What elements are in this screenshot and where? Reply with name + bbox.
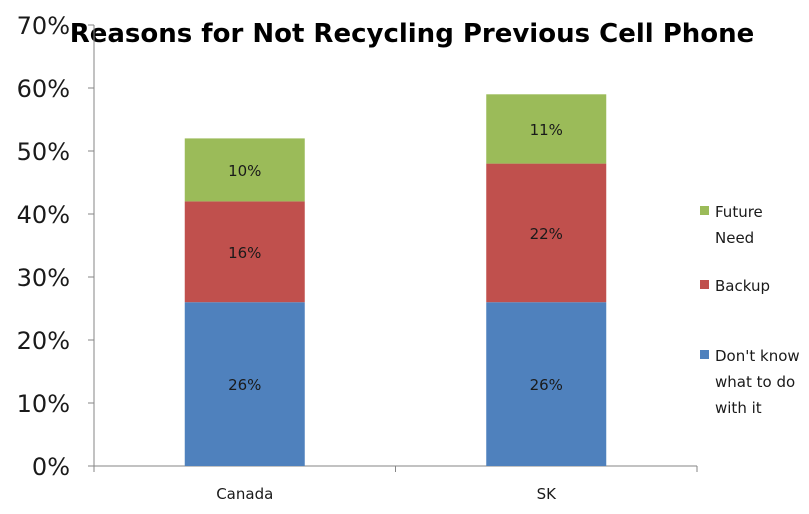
data-label: 11% xyxy=(530,121,563,139)
data-label: 22% xyxy=(530,225,563,243)
bar-segment xyxy=(184,302,305,466)
legend-label: Don't know xyxy=(715,347,800,365)
y-tick-label: 0% xyxy=(32,453,70,481)
x-tick-label: Canada xyxy=(216,485,273,503)
bar-segment xyxy=(486,94,607,164)
data-label: 10% xyxy=(228,162,261,180)
data-label: 16% xyxy=(228,244,261,262)
bar-segment xyxy=(184,138,305,202)
legend-swatch xyxy=(700,280,709,289)
x-axis: Canada SK xyxy=(93,465,698,503)
y-tick-label: 70% xyxy=(17,12,70,40)
legend: Future Need Backup Don't know what to do with… xyxy=(700,203,800,417)
y-tick-label: 60% xyxy=(17,75,70,103)
legend-label: Backup xyxy=(715,277,770,295)
legend-label: Future xyxy=(715,203,763,221)
y-tick-label: 10% xyxy=(17,390,70,418)
y-tick-label: 20% xyxy=(17,327,70,355)
bar-segment xyxy=(184,201,305,303)
data-label: 26% xyxy=(228,376,261,394)
data-label: 26% xyxy=(530,376,563,394)
bar-segment xyxy=(486,302,607,466)
y-tick-label: 30% xyxy=(17,264,70,292)
legend-swatch xyxy=(700,350,709,359)
chart-title: Reasons for Not Recycling Previous Cell … xyxy=(70,19,755,49)
legend-label: what to do xyxy=(715,373,795,391)
legend-label: Need xyxy=(715,229,754,247)
legend-swatch xyxy=(700,206,709,215)
bars: 26% 16% 10% 26% 22% 11% xyxy=(184,94,607,466)
y-axis: 0% 10% 20% 30% 40% 50% 60% 70% xyxy=(17,12,95,481)
legend-label: with it xyxy=(715,399,762,417)
y-tick-label: 50% xyxy=(17,138,70,166)
x-tick-label: SK xyxy=(537,485,558,503)
bar-segment xyxy=(486,163,607,303)
y-tick-label: 40% xyxy=(17,201,70,229)
